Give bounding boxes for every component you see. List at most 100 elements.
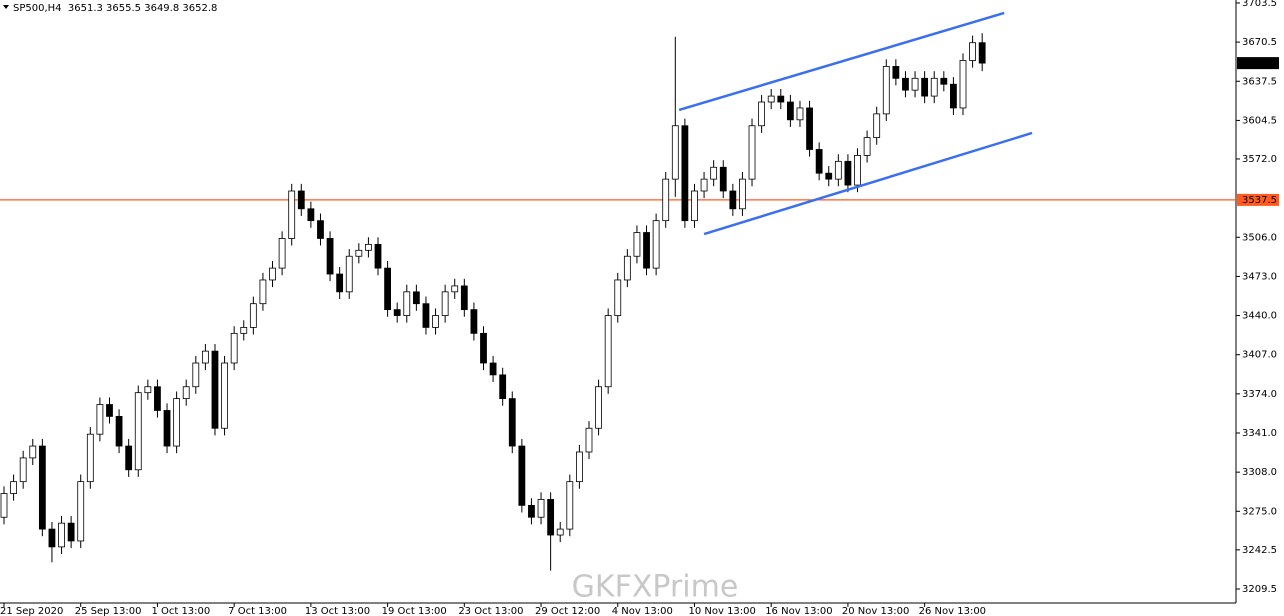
candle-body [691, 190, 698, 222]
last-price-label: 3652.8 [1242, 58, 1277, 69]
candle-body [96, 404, 104, 435]
candle-body [297, 190, 305, 210]
y-tick-label: 3374.0 [1242, 389, 1277, 400]
trendline [678, 11, 1005, 112]
candle-body [921, 77, 929, 97]
candle-body [336, 273, 344, 293]
trendline [703, 131, 1033, 236]
y-tick-label: 3407.0 [1242, 350, 1277, 361]
candle-body [77, 481, 85, 542]
candle-body [480, 332, 487, 364]
candle-body [834, 160, 842, 180]
candle-body [58, 522, 65, 548]
x-tick-label: 10 Nov 13:00 [688, 606, 755, 616]
candle-body [249, 303, 257, 328]
x-tick-label: 16 Nov 13:00 [765, 606, 832, 616]
x-tick-label: 23 Oct 13:00 [458, 606, 523, 616]
candle-body [489, 362, 497, 376]
y-tick-label: 3637.5 [1242, 76, 1277, 87]
candle-body [508, 398, 516, 447]
candle-body [614, 279, 622, 316]
candle-body [441, 291, 449, 316]
candle-body [854, 155, 861, 186]
candle-body [806, 107, 813, 150]
x-tick-label: 29 Oct 12:00 [535, 606, 600, 616]
candle-body [201, 350, 209, 364]
y-tick-label: 3473.0 [1242, 271, 1277, 282]
candle-body [365, 243, 372, 251]
candle-body [326, 238, 334, 275]
candle-body [460, 285, 468, 311]
candle-body [355, 249, 363, 257]
candle-body [700, 178, 708, 192]
candle-body [604, 315, 612, 388]
candle-body [307, 208, 315, 222]
candle-body [585, 427, 593, 453]
candle-body [950, 83, 957, 109]
x-tick-label: 26 Nov 13:00 [919, 606, 986, 616]
y-tick-label: 3670.5 [1242, 37, 1277, 48]
menu-icon[interactable] [3, 5, 9, 9]
candle-body [393, 309, 401, 316]
candle-body [422, 303, 430, 328]
candle-body [144, 386, 152, 394]
x-tick-label: 1 Oct 13:00 [151, 606, 210, 616]
candle-body [547, 499, 555, 536]
candle-body [269, 267, 276, 281]
candle-body [739, 178, 746, 210]
candle-body [38, 445, 46, 530]
candle-body [719, 166, 727, 192]
candle-body [786, 101, 794, 121]
candle-body [374, 243, 382, 269]
candle-body [978, 42, 986, 64]
y-tick-label: 3242.5 [1242, 545, 1277, 556]
candle-body [173, 398, 181, 447]
x-tick-label: 13 Oct 13:00 [305, 606, 370, 616]
candle-body [681, 125, 689, 222]
y-tick-label: 3308.0 [1242, 467, 1277, 478]
candle-body [211, 350, 219, 429]
candle-body [662, 178, 670, 222]
candle-body [652, 220, 660, 269]
candle-body [67, 522, 75, 542]
candle-body [537, 499, 545, 518]
y-tick-label: 3506.0 [1242, 232, 1277, 243]
candle-body [278, 238, 286, 269]
candle-body [48, 528, 56, 548]
candle-body [384, 267, 392, 311]
candle-body [643, 232, 650, 269]
candle-body [902, 77, 909, 91]
candle-body [671, 125, 679, 180]
candle-body [815, 149, 823, 174]
candle-body [10, 481, 17, 494]
candle-body [451, 285, 459, 293]
candle-body [19, 457, 27, 483]
y-tick-label: 3572.0 [1242, 154, 1277, 165]
y-tick-label: 3703.5 [1242, 0, 1277, 9]
watermark: GKFXPrime [572, 570, 739, 605]
candle-body [0, 493, 8, 518]
y-tick-label: 3209.5 [1242, 584, 1277, 595]
candle-body [230, 332, 238, 364]
x-tick-label: 21 Sep 2020 [0, 606, 63, 616]
candle-body [240, 327, 248, 334]
x-tick-label: 19 Oct 13:00 [382, 606, 447, 616]
candle-body [825, 172, 833, 180]
y-tick-label: 3341.0 [1242, 428, 1277, 439]
last-price-box [1237, 57, 1279, 70]
candle-body [930, 77, 938, 97]
candle-body [863, 137, 871, 156]
candle-body [576, 451, 583, 483]
x-tick-label: 4 Nov 13:00 [612, 606, 673, 616]
candle-body [29, 445, 37, 459]
candle-body [412, 291, 420, 305]
candle-body [432, 315, 439, 328]
candle-body [345, 255, 353, 293]
price-line-box [1237, 193, 1279, 206]
candle-body [259, 279, 267, 305]
candle-body [873, 113, 881, 139]
candle-body [566, 481, 574, 530]
candle-body [633, 232, 641, 257]
candle-body [969, 42, 976, 61]
